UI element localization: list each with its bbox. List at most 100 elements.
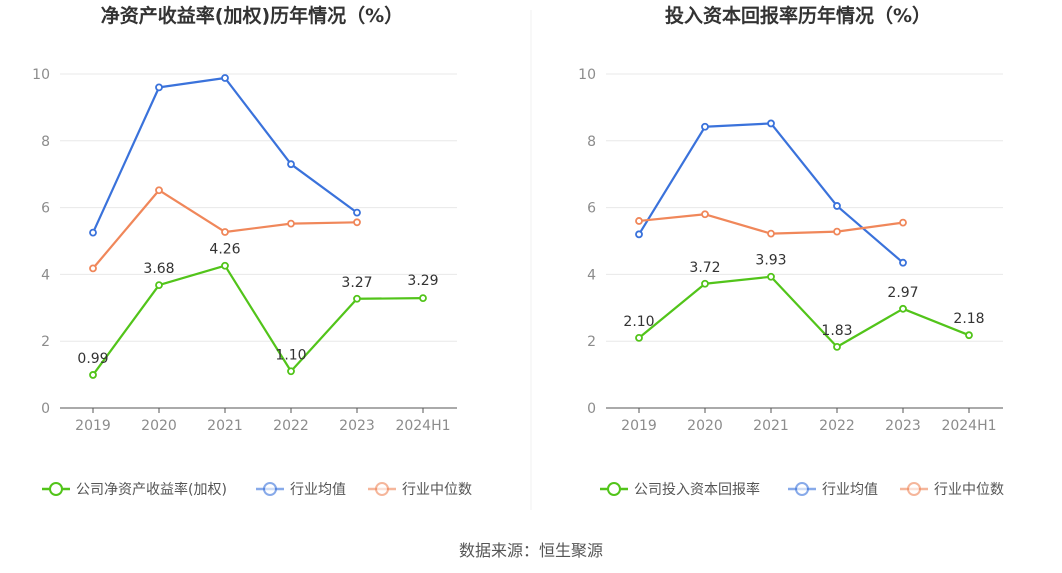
data-label: 2.10 bbox=[623, 314, 654, 330]
data-label: 3.29 bbox=[407, 273, 438, 289]
data-point bbox=[635, 217, 643, 225]
data-point bbox=[833, 227, 841, 236]
legend-marker-icon bbox=[375, 482, 389, 496]
series-line bbox=[92, 264, 424, 376]
legend-item[interactable]: 行业均值 bbox=[788, 482, 878, 498]
series-1 bbox=[635, 119, 907, 267]
x-tick-label: 2019 bbox=[75, 418, 111, 434]
legend-label: 行业中位数 bbox=[934, 482, 1004, 498]
legend-marker-icon bbox=[263, 482, 277, 496]
series-1 bbox=[89, 74, 361, 237]
data-point bbox=[899, 218, 907, 227]
x-tick-label: 2019 bbox=[621, 418, 657, 434]
data-label: 2.97 bbox=[887, 285, 918, 301]
data-point bbox=[899, 258, 907, 267]
roe-chart-panel: 净资产收益率(加权)历年情况（%） 0 2 4 6 8 10 2019 2020 2021 2022… bbox=[32, 4, 472, 498]
y-tick-label: 4 bbox=[587, 267, 596, 283]
data-label: 2.18 bbox=[953, 311, 984, 327]
y-tick-label: 2 bbox=[41, 334, 50, 350]
data-point bbox=[287, 219, 295, 228]
series-2 bbox=[89, 186, 361, 273]
data-point bbox=[155, 281, 163, 289]
y-tick-label: 6 bbox=[41, 201, 50, 217]
data-point bbox=[221, 74, 229, 82]
legend-item[interactable]: 行业均值 bbox=[256, 482, 346, 498]
x-tick-label: 2024H1 bbox=[941, 418, 996, 434]
data-label: 1.10 bbox=[275, 347, 306, 363]
x-tick-label: 2024H1 bbox=[395, 418, 450, 434]
data-label: 0.99 bbox=[77, 351, 108, 367]
x-tick-label: 2022 bbox=[819, 418, 855, 434]
data-point bbox=[899, 304, 907, 313]
x-tick-label: 2023 bbox=[339, 418, 375, 434]
x-tick-label: 2020 bbox=[687, 418, 723, 434]
data-point bbox=[833, 202, 841, 210]
data-label: 3.93 bbox=[755, 253, 786, 269]
legend-label: 公司净资产收益率(加权) bbox=[76, 481, 227, 498]
x-tick-label: 2020 bbox=[141, 418, 177, 434]
roic-chart-panel: 投入资本回报率历年情况（%） 0 2 4 6 8 10 2019 2020 2021 2022 202… bbox=[578, 4, 1004, 498]
y-tick-label: 10 bbox=[578, 67, 596, 83]
series-line bbox=[638, 122, 904, 264]
x-tick-label: 2021 bbox=[753, 418, 789, 434]
chart-title: 净资产收益率(加权)历年情况（%） bbox=[101, 4, 403, 27]
data-point bbox=[767, 119, 775, 128]
series-line bbox=[638, 275, 970, 348]
data-point bbox=[767, 272, 775, 281]
series-2 bbox=[635, 210, 907, 238]
data-point bbox=[155, 83, 163, 92]
chart-title: 投入资本回报率历年情况（%） bbox=[665, 4, 931, 27]
legend-marker-icon bbox=[795, 482, 809, 496]
data-point bbox=[221, 228, 229, 236]
data-point bbox=[353, 208, 361, 217]
data-point bbox=[89, 228, 97, 237]
series-0: 2.10 3.72 3.93 1.83 2.97 2.18 bbox=[623, 253, 985, 351]
y-tick-label: 8 bbox=[587, 134, 596, 150]
data-label: 4.26 bbox=[209, 242, 240, 258]
data-label: 3.72 bbox=[689, 260, 720, 276]
y-tick-label: 6 bbox=[587, 201, 596, 217]
x-tick-label: 2023 bbox=[885, 418, 921, 434]
data-point bbox=[353, 218, 361, 227]
y-tick-label: 4 bbox=[41, 267, 50, 283]
legend-label: 行业均值 bbox=[822, 482, 878, 498]
data-point bbox=[701, 279, 709, 288]
legend-item[interactable]: 公司净资产收益率(加权) bbox=[42, 481, 227, 498]
data-point bbox=[287, 160, 295, 169]
legend-item[interactable]: 行业中位数 bbox=[368, 482, 472, 498]
series-line bbox=[91, 76, 358, 234]
legend-label: 公司投入资本回报率 bbox=[634, 481, 760, 498]
data-point bbox=[287, 367, 295, 376]
x-tick-label: 2021 bbox=[207, 418, 243, 434]
data-point bbox=[419, 294, 427, 303]
legend-marker-icon bbox=[907, 482, 921, 496]
x-tick-label: 2022 bbox=[273, 418, 309, 434]
data-label: 1.83 bbox=[821, 323, 852, 339]
data-label: 3.68 bbox=[143, 261, 174, 277]
data-label: 3.27 bbox=[341, 275, 372, 291]
data-point bbox=[635, 230, 643, 239]
y-tick-label: 10 bbox=[32, 67, 50, 83]
data-point bbox=[965, 331, 973, 340]
legend-marker-icon bbox=[607, 482, 621, 496]
y-tick-label: 0 bbox=[587, 401, 596, 417]
series-0: 0.99 3.68 4.26 1.10 3.27 3.29 bbox=[77, 242, 439, 379]
data-point bbox=[767, 229, 775, 238]
data-point bbox=[89, 264, 97, 273]
legend-item[interactable]: 行业中位数 bbox=[900, 482, 1004, 498]
y-tick-label: 0 bbox=[41, 401, 50, 417]
legend-label: 行业中位数 bbox=[402, 482, 472, 498]
data-point bbox=[833, 342, 841, 351]
data-point bbox=[155, 186, 163, 195]
legend-marker-icon bbox=[49, 482, 63, 496]
data-source-note: 数据来源：恒生聚源 bbox=[459, 541, 603, 560]
data-point bbox=[635, 333, 643, 342]
data-point bbox=[353, 294, 361, 303]
data-point bbox=[221, 261, 229, 270]
legend-label: 行业均值 bbox=[290, 482, 346, 498]
data-point bbox=[701, 210, 709, 219]
y-tick-label: 8 bbox=[41, 134, 50, 150]
data-point bbox=[701, 122, 709, 131]
legend-item[interactable]: 公司投入资本回报率 bbox=[600, 481, 760, 498]
